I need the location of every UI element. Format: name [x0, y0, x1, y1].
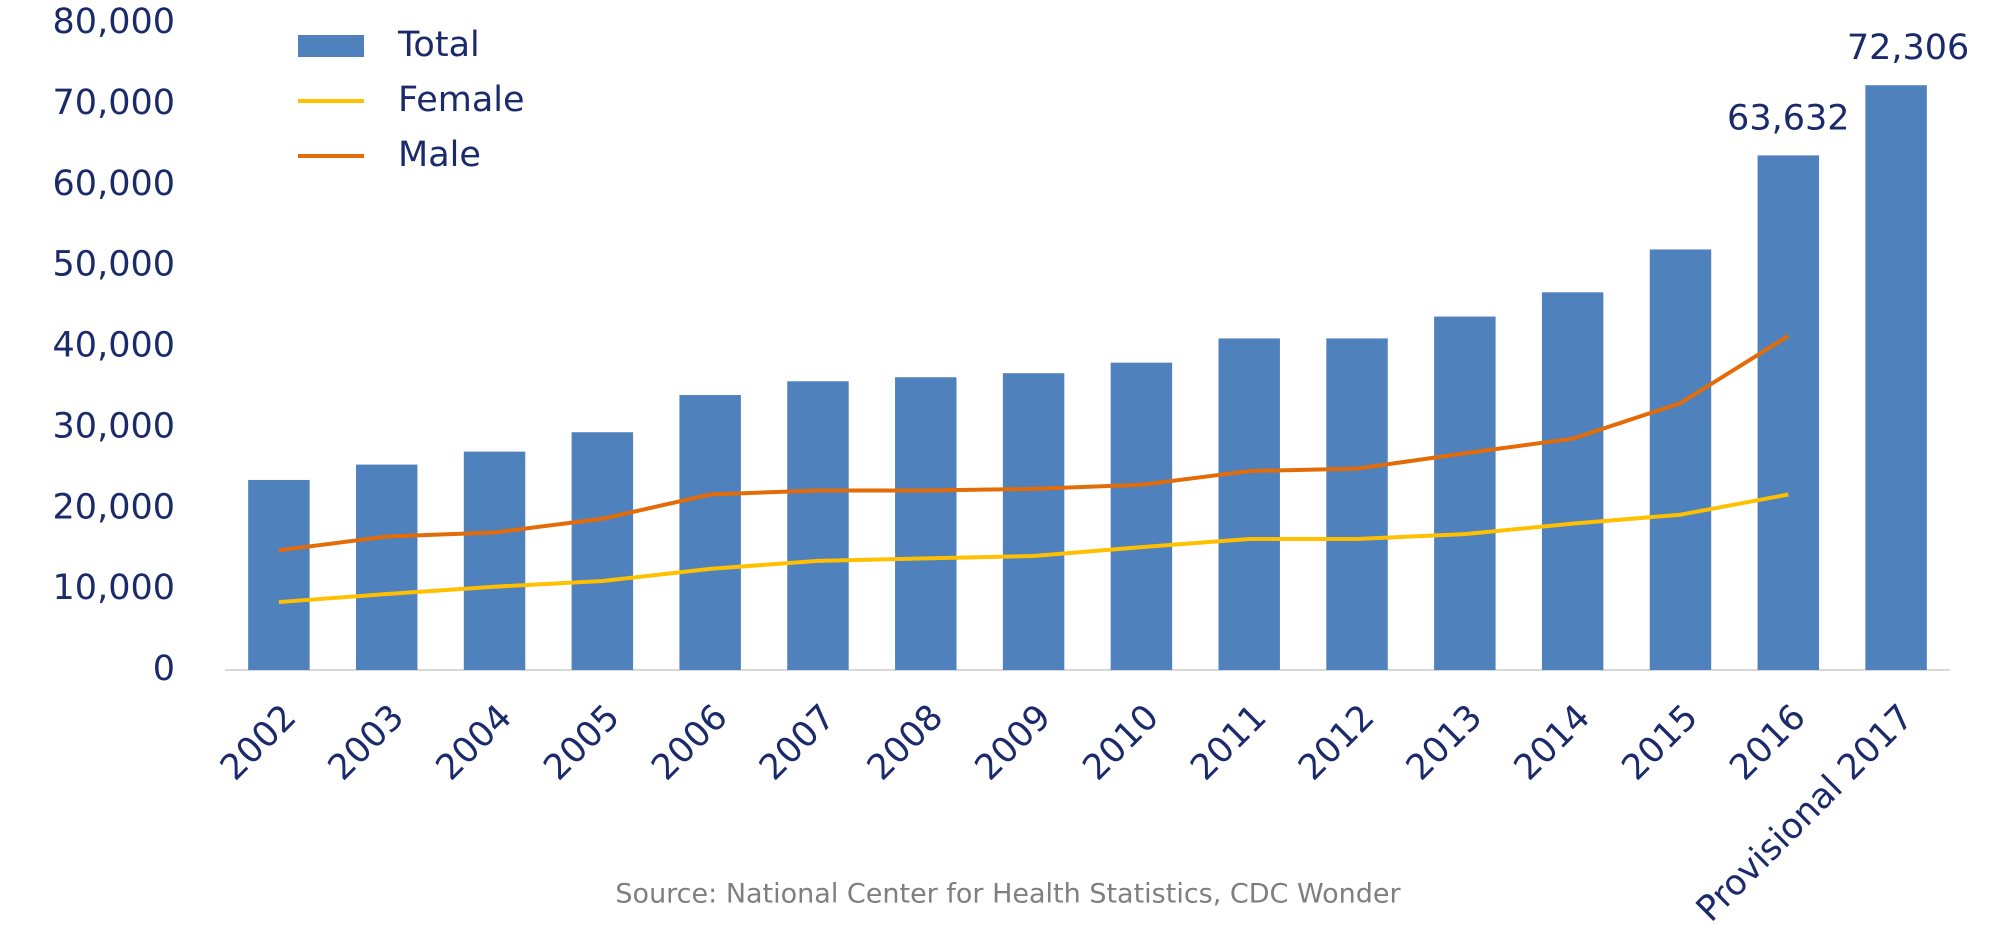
- y-tick-label: 10,000: [53, 568, 175, 608]
- bar: [571, 432, 634, 670]
- x-tick-label: 2003: [321, 697, 412, 788]
- bar: [1541, 292, 1604, 670]
- bar: [1649, 249, 1712, 670]
- x-tick-label: 2015: [1615, 697, 1706, 788]
- bar: [895, 377, 957, 670]
- x-tick-label: 2012: [1291, 697, 1382, 788]
- data-label: 63,632: [1727, 98, 1849, 138]
- y-tick-label: 50,000: [53, 245, 175, 285]
- legend-label: Total: [397, 25, 480, 65]
- bar: [787, 381, 849, 670]
- bar: [1110, 362, 1173, 670]
- y-tick-label: 0: [153, 649, 175, 689]
- bar: [679, 395, 741, 670]
- y-tick-label: 80,000: [53, 2, 175, 42]
- y-tick-label: 20,000: [53, 487, 175, 527]
- legend-swatch: [298, 35, 364, 57]
- bar: [1326, 338, 1388, 670]
- bar: [1434, 316, 1496, 670]
- x-tick-label: 2011: [1183, 697, 1274, 788]
- x-tick-label: 2004: [429, 697, 520, 788]
- x-tick-label: 2005: [537, 697, 628, 788]
- x-tick-label: 2013: [1399, 697, 1490, 788]
- line: [278, 334, 1790, 553]
- bar: [1757, 155, 1820, 670]
- x-tick-label: 2008: [860, 697, 951, 788]
- x-tick-label: 2016: [1722, 697, 1813, 788]
- x-tick-label: 2010: [1076, 697, 1167, 788]
- x-tick-label: 2014: [1507, 697, 1598, 788]
- bar: [1865, 85, 1927, 671]
- bar: [1218, 338, 1280, 670]
- x-tick-label: 2006: [644, 697, 735, 788]
- source-note: Source: National Center for Health Stati…: [615, 879, 1401, 910]
- x-tick-label: 2009: [968, 697, 1059, 788]
- y-tick-label: 70,000: [53, 83, 175, 123]
- bar: [355, 464, 418, 670]
- bar: [463, 451, 526, 670]
- bar: [1002, 373, 1065, 670]
- x-tick-label: 2007: [752, 697, 843, 788]
- y-tick-label: 60,000: [53, 164, 175, 204]
- line: [278, 492, 1789, 605]
- y-tick-label: 30,000: [53, 406, 175, 446]
- x-tick-label: 2002: [213, 697, 304, 788]
- bar: [248, 479, 310, 670]
- y-tick-label: 40,000: [53, 326, 175, 366]
- data-label: 72,306: [1847, 28, 1969, 68]
- legend-label: Male: [398, 135, 481, 175]
- legend-label: Female: [398, 80, 525, 120]
